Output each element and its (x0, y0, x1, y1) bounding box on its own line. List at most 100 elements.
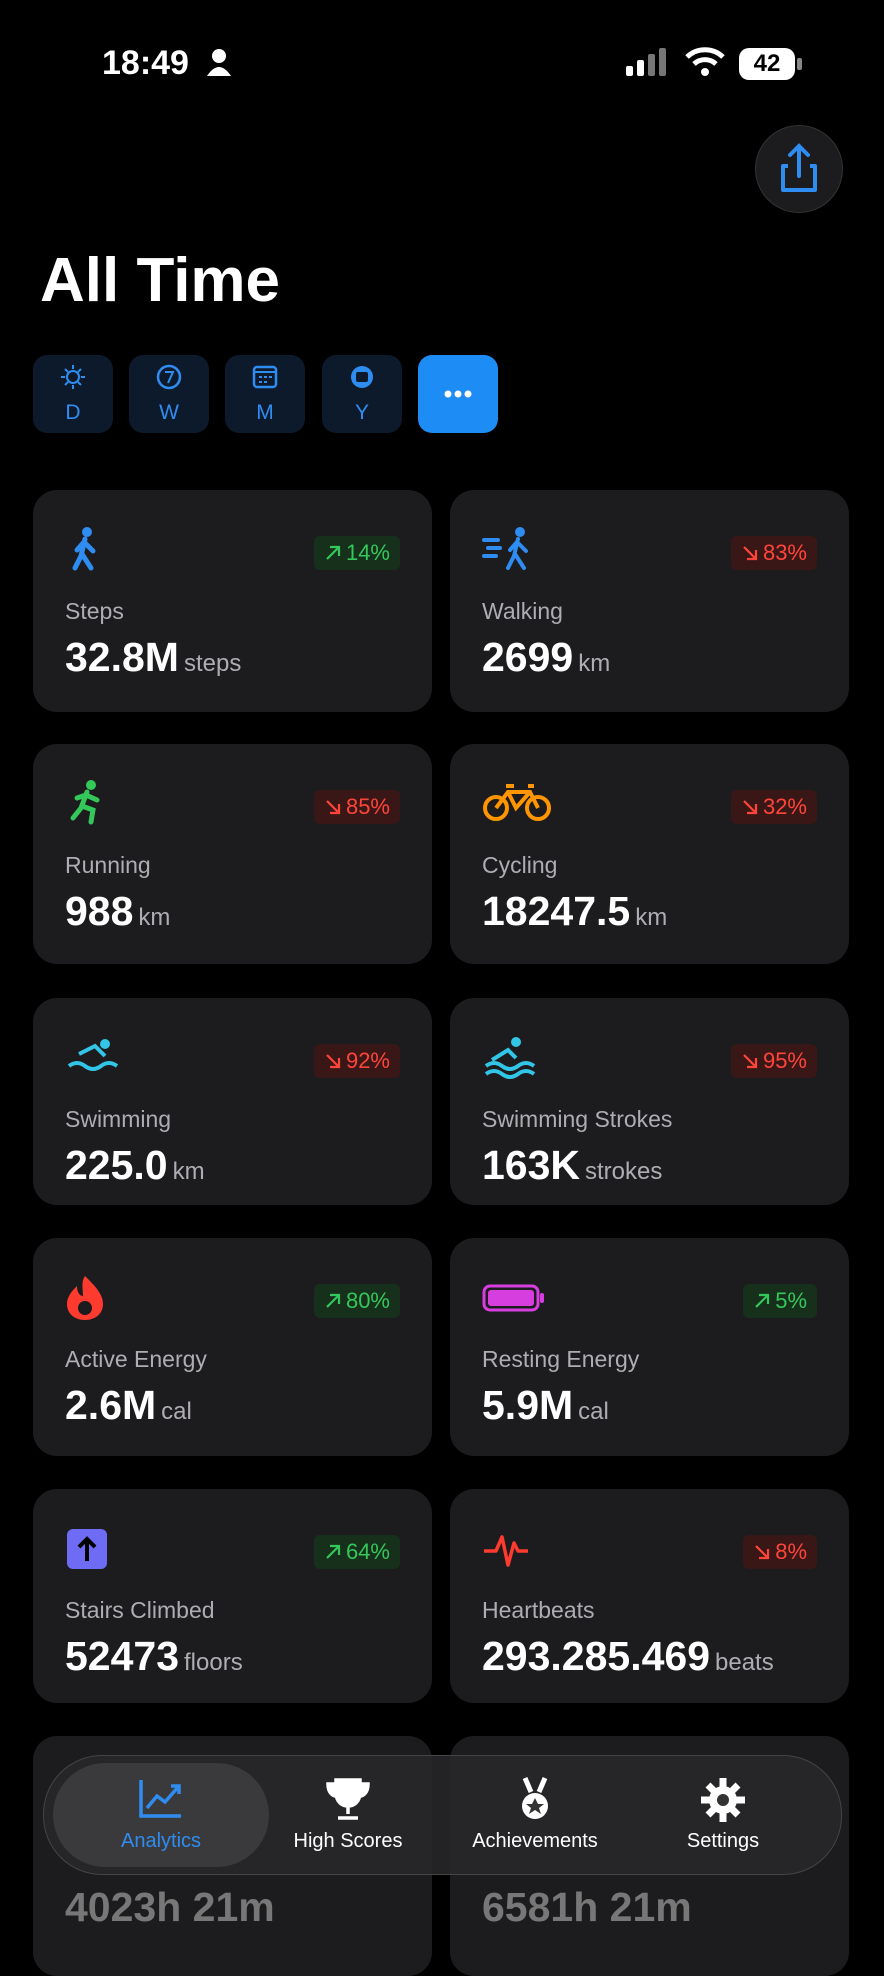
card-value-row: 6581h 21m (482, 1884, 692, 1931)
trend-arrow (743, 546, 758, 561)
card-label: Swimming (65, 1106, 172, 1132)
card-label: Steps (65, 598, 124, 624)
change-text: 8% (775, 1539, 807, 1564)
trend-arrow (326, 1544, 341, 1559)
card-value-row: 4023h 21m (65, 1884, 275, 1931)
filter-chip[interactable]: Y (322, 355, 402, 433)
person-icon (207, 49, 231, 76)
change-badge: 5% (743, 1284, 817, 1318)
stat-card[interactable]: 14% Steps 32.8M steps (33, 490, 432, 712)
card-icon (482, 1284, 544, 1312)
tab-icon (522, 1777, 548, 1819)
chip-label: D (65, 401, 81, 424)
card-value: 163K (482, 1142, 581, 1188)
trend-arrow (326, 1054, 341, 1069)
tab-icon (139, 1780, 181, 1818)
change-badge: 95% (730, 1044, 817, 1078)
card-value-row: 52473 floors (65, 1633, 243, 1680)
change-badge: 14% (313, 536, 400, 570)
card-icon (67, 1529, 107, 1569)
card-unit: floors (184, 1649, 243, 1676)
card-unit: beats (715, 1649, 774, 1676)
tab-item[interactable]: Analytics (66, 1776, 256, 1853)
card-icon (70, 780, 100, 825)
card-value: 4023h 21m (65, 1884, 275, 1930)
change-badge: 64% (313, 1535, 400, 1569)
change-text: 95% (762, 1048, 807, 1073)
chip-icon (156, 364, 182, 390)
filter-chip[interactable]: W (129, 355, 209, 433)
stat-card[interactable]: 80% Active Energy 2.6M cal (33, 1238, 432, 1456)
stat-card[interactable]: 64% Stairs Climbed 52473 floors (33, 1489, 432, 1703)
change-text: 85% (345, 794, 390, 819)
chip-icon (61, 365, 85, 389)
change-badge: 8% (743, 1535, 817, 1569)
chip-icon (351, 366, 373, 388)
chip-label: M (256, 401, 274, 424)
card-icon (483, 784, 551, 821)
screen: 18:49 42 All Time D W M Y 14% Steps 32.8M step… (33, 44, 849, 1976)
card-label: Resting Energy (482, 1346, 640, 1372)
card-value: 293.285.469 (482, 1633, 711, 1679)
card-value-row: 5.9M cal (482, 1382, 609, 1429)
signal-icon (626, 48, 666, 76)
filter-chip[interactable]: D (33, 355, 113, 433)
card-icon (482, 527, 528, 570)
card-label: Stairs Climbed (65, 1597, 215, 1623)
change-text: 64% (345, 1539, 390, 1564)
card-label: Running (65, 852, 151, 878)
card-value: 2699 (482, 634, 574, 680)
stat-card[interactable]: 85% Running 988 km (33, 744, 432, 964)
card-value-row: 32.8M steps (65, 634, 241, 681)
card-icon (67, 1039, 119, 1071)
card-value-row: 225.0 km (65, 1142, 205, 1189)
change-text: 5% (775, 1288, 807, 1313)
share-button[interactable] (755, 125, 843, 213)
card-value: 225.0 (65, 1142, 168, 1188)
change-text: 14% (345, 540, 390, 565)
card-icon (67, 1276, 103, 1320)
card-icon (484, 1037, 536, 1079)
trend-arrow (755, 1293, 770, 1308)
card-value: 6581h 21m (482, 1884, 692, 1930)
tab-item[interactable]: High Scores (253, 1776, 443, 1853)
trend-arrow (743, 800, 758, 815)
stat-card[interactable]: 92% Swimming 225.0 km (33, 998, 432, 1205)
trend-arrow (755, 1545, 770, 1560)
card-value-row: 293.285.469 beats (482, 1633, 774, 1680)
more-button[interactable] (418, 355, 498, 433)
card-unit: km (138, 904, 171, 931)
card-value: 988 (65, 888, 134, 934)
trend-arrow (743, 1054, 758, 1069)
stat-card[interactable]: 32% Cycling 18247.5 km (450, 744, 849, 964)
tab-label: High Scores (293, 1830, 403, 1852)
change-badge: 80% (313, 1284, 400, 1318)
share-icon (781, 143, 817, 192)
battery: 42 (739, 48, 795, 80)
stat-card[interactable]: 95% Swimming Strokes 163K strokes (450, 998, 849, 1205)
trend-arrow (326, 800, 341, 815)
card-unit: km (578, 650, 611, 677)
card-value: 32.8M (65, 634, 179, 680)
stat-card[interactable]: 5% Resting Energy 5.9M cal (450, 1238, 849, 1456)
card-value-row: 988 km (65, 888, 170, 935)
card-value: 5.9M (482, 1382, 574, 1428)
page-title: All Time (40, 246, 281, 315)
card-label: Active Energy (65, 1346, 207, 1372)
change-badge: 32% (730, 790, 817, 824)
filter-chip[interactable]: M (225, 355, 305, 433)
card-label: Walking (482, 598, 563, 624)
card-value-row: 2.6M cal (65, 1382, 192, 1429)
tab-item[interactable]: Settings (628, 1776, 818, 1853)
tab-icon (701, 1778, 745, 1822)
card-label: Swimming Strokes (482, 1106, 673, 1132)
card-value-row: 2699 km (482, 634, 610, 681)
tab-item[interactable]: Achievements (440, 1776, 630, 1853)
card-unit: cal (161, 1398, 192, 1425)
stat-card[interactable]: 8% Heartbeats 293.285.469 beats (450, 1489, 849, 1703)
stat-card[interactable]: 83% Walking 2699 km (450, 490, 849, 712)
card-unit: km (172, 1158, 205, 1185)
card-value: 18247.5 (482, 888, 631, 934)
trend-arrow (326, 545, 341, 560)
card-label: Heartbeats (482, 1597, 595, 1623)
